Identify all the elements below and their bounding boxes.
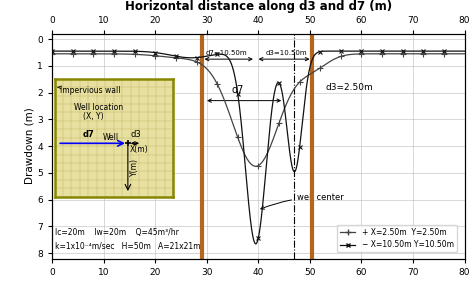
+ X=2.50m  Y=2.50m [297,80,302,84]
Text: (X, Y): (X, Y) [83,112,103,121]
− X=10.50m Y=10.50m [318,50,323,53]
− X=10.50m Y=10.50m [49,49,55,53]
− X=10.50m Y=10.50m [297,146,302,149]
− X=10.50m Y=10.50m [207,54,212,57]
Text: k=1x10⁻⁴m/sec   H=50m   A=21x21m²: k=1x10⁻⁴m/sec H=50m A=21x21m² [55,241,203,250]
+ X=2.50m  Y=2.50m [253,165,259,168]
− X=10.50m Y=10.50m [365,49,371,53]
Title: Horizontal distance along d3 and d7 (m): Horizontal distance along d3 and d7 (m) [125,0,392,13]
Line: + X=2.50m  Y=2.50m: + X=2.50m Y=2.50m [49,51,467,169]
Text: Y(m): Y(m) [129,158,138,176]
Legend: + X=2.50m  Y=2.50m, − X=10.50m Y=10.50m: + X=2.50m Y=2.50m, − X=10.50m Y=10.50m [337,225,456,252]
+ X=2.50m  Y=2.50m [462,52,467,55]
− X=10.50m Y=10.50m [357,49,363,53]
Text: d7=10.50m: d7=10.50m [205,50,247,56]
Text: d7: d7 [83,130,94,139]
Text: d3=2.50m: d3=2.50m [325,83,373,92]
− X=10.50m Y=10.50m [389,49,394,53]
Line: − X=10.50m Y=10.50m: − X=10.50m Y=10.50m [50,49,467,246]
− X=10.50m Y=10.50m [253,242,259,246]
Text: d3: d3 [131,130,141,139]
+ X=2.50m  Y=2.50m [357,52,363,56]
Text: lc=20m    lw=20m    Q=45m³/hr: lc=20m lw=20m Q=45m³/hr [55,228,179,237]
− X=10.50m Y=10.50m [462,49,467,53]
Text: X(m): X(m) [129,145,148,154]
+ X=2.50m  Y=2.50m [388,52,394,55]
Y-axis label: Drawdown (m): Drawdown (m) [25,108,35,185]
+ X=2.50m  Y=2.50m [457,52,463,55]
Text: d3=10.50m: d3=10.50m [266,50,308,56]
+ X=2.50m  Y=2.50m [49,52,55,55]
Text: Well: Well [102,133,118,142]
+ X=2.50m  Y=2.50m [318,66,323,69]
+ X=2.50m  Y=2.50m [124,52,130,56]
+ X=2.50m  Y=2.50m [207,71,212,74]
Text: well center: well center [261,193,344,209]
− X=10.50m Y=10.50m [124,49,130,53]
Text: Well location: Well location [74,103,123,112]
Text: Impervious wall: Impervious wall [57,86,121,95]
Text: d7: d7 [231,85,244,95]
